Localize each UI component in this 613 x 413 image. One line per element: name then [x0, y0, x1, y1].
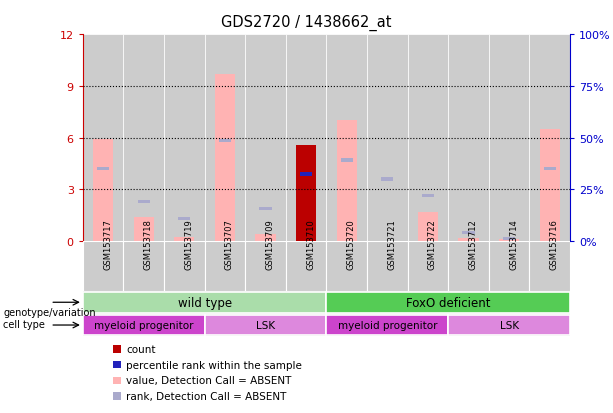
Text: count: count	[126, 344, 156, 354]
Bar	[123, 35, 164, 242]
Bar	[448, 35, 489, 242]
Text: GSM153719: GSM153719	[185, 219, 193, 269]
Text: GSM153709: GSM153709	[265, 219, 275, 269]
Bar	[448, 315, 570, 335]
Bar	[245, 35, 286, 242]
Text: FoxO deficient: FoxO deficient	[406, 296, 490, 309]
Bar	[83, 292, 327, 313]
Text: GSM153707: GSM153707	[225, 219, 234, 269]
Bar	[530, 242, 570, 291]
Text: wild type: wild type	[178, 296, 232, 309]
Bar	[459, 239, 479, 242]
Text: value, Detection Call = ABSENT: value, Detection Call = ABSENT	[126, 375, 292, 385]
Bar	[286, 35, 327, 242]
Bar	[422, 194, 434, 198]
Bar	[489, 242, 530, 291]
Bar	[327, 315, 448, 335]
Bar	[327, 292, 570, 313]
Text: GSM153720: GSM153720	[347, 219, 356, 269]
Bar	[367, 35, 408, 242]
Bar	[134, 218, 154, 242]
Bar	[418, 212, 438, 242]
Bar	[327, 35, 367, 242]
Bar	[337, 121, 357, 242]
Text: percentile rank within the sample: percentile rank within the sample	[126, 360, 302, 370]
Bar	[123, 242, 164, 291]
Bar	[215, 75, 235, 242]
Text: LSK: LSK	[256, 320, 275, 330]
Bar	[341, 159, 353, 162]
Text: myeloid progenitor: myeloid progenitor	[338, 320, 437, 330]
Bar	[164, 35, 205, 242]
Bar	[83, 315, 205, 335]
Bar	[462, 231, 474, 235]
Bar	[539, 130, 560, 242]
Bar	[448, 242, 489, 291]
Bar	[503, 237, 516, 241]
Bar	[327, 242, 367, 291]
Bar	[296, 145, 316, 242]
Bar	[286, 242, 326, 291]
Text: cell type: cell type	[3, 319, 45, 329]
Bar	[489, 35, 530, 242]
Text: rank, Detection Call = ABSENT: rank, Detection Call = ABSENT	[126, 391, 287, 401]
Bar	[219, 139, 231, 142]
Text: myeloid progenitor: myeloid progenitor	[94, 320, 194, 330]
Text: GSM153721: GSM153721	[387, 219, 397, 269]
Bar	[408, 35, 448, 242]
Text: genotype/variation: genotype/variation	[3, 307, 96, 317]
Bar	[499, 240, 519, 242]
Bar	[544, 168, 556, 171]
Bar	[83, 35, 123, 242]
Bar	[137, 200, 150, 204]
Text: LSK: LSK	[500, 320, 519, 330]
Text: GSM153722: GSM153722	[428, 219, 437, 269]
Text: GSM153718: GSM153718	[143, 219, 153, 269]
Bar	[83, 242, 123, 291]
Bar	[408, 242, 448, 291]
Bar	[205, 315, 327, 335]
Bar	[205, 35, 245, 242]
Text: GSM153716: GSM153716	[550, 219, 559, 269]
Bar	[178, 218, 191, 221]
Bar	[381, 178, 394, 181]
Bar	[164, 242, 205, 291]
Bar	[367, 242, 408, 291]
Bar	[300, 173, 312, 176]
Text: GSM153717: GSM153717	[103, 219, 112, 269]
Bar	[93, 140, 113, 242]
Text: GSM153712: GSM153712	[468, 219, 478, 269]
Bar	[259, 207, 272, 211]
Bar	[530, 35, 570, 242]
Text: GSM153710: GSM153710	[306, 219, 315, 269]
Bar	[256, 235, 276, 242]
Bar	[97, 168, 109, 171]
Bar	[174, 237, 194, 242]
Text: GSM153714: GSM153714	[509, 219, 518, 269]
Bar	[205, 242, 245, 291]
Bar	[245, 242, 286, 291]
Text: GDS2720 / 1438662_at: GDS2720 / 1438662_at	[221, 14, 392, 31]
